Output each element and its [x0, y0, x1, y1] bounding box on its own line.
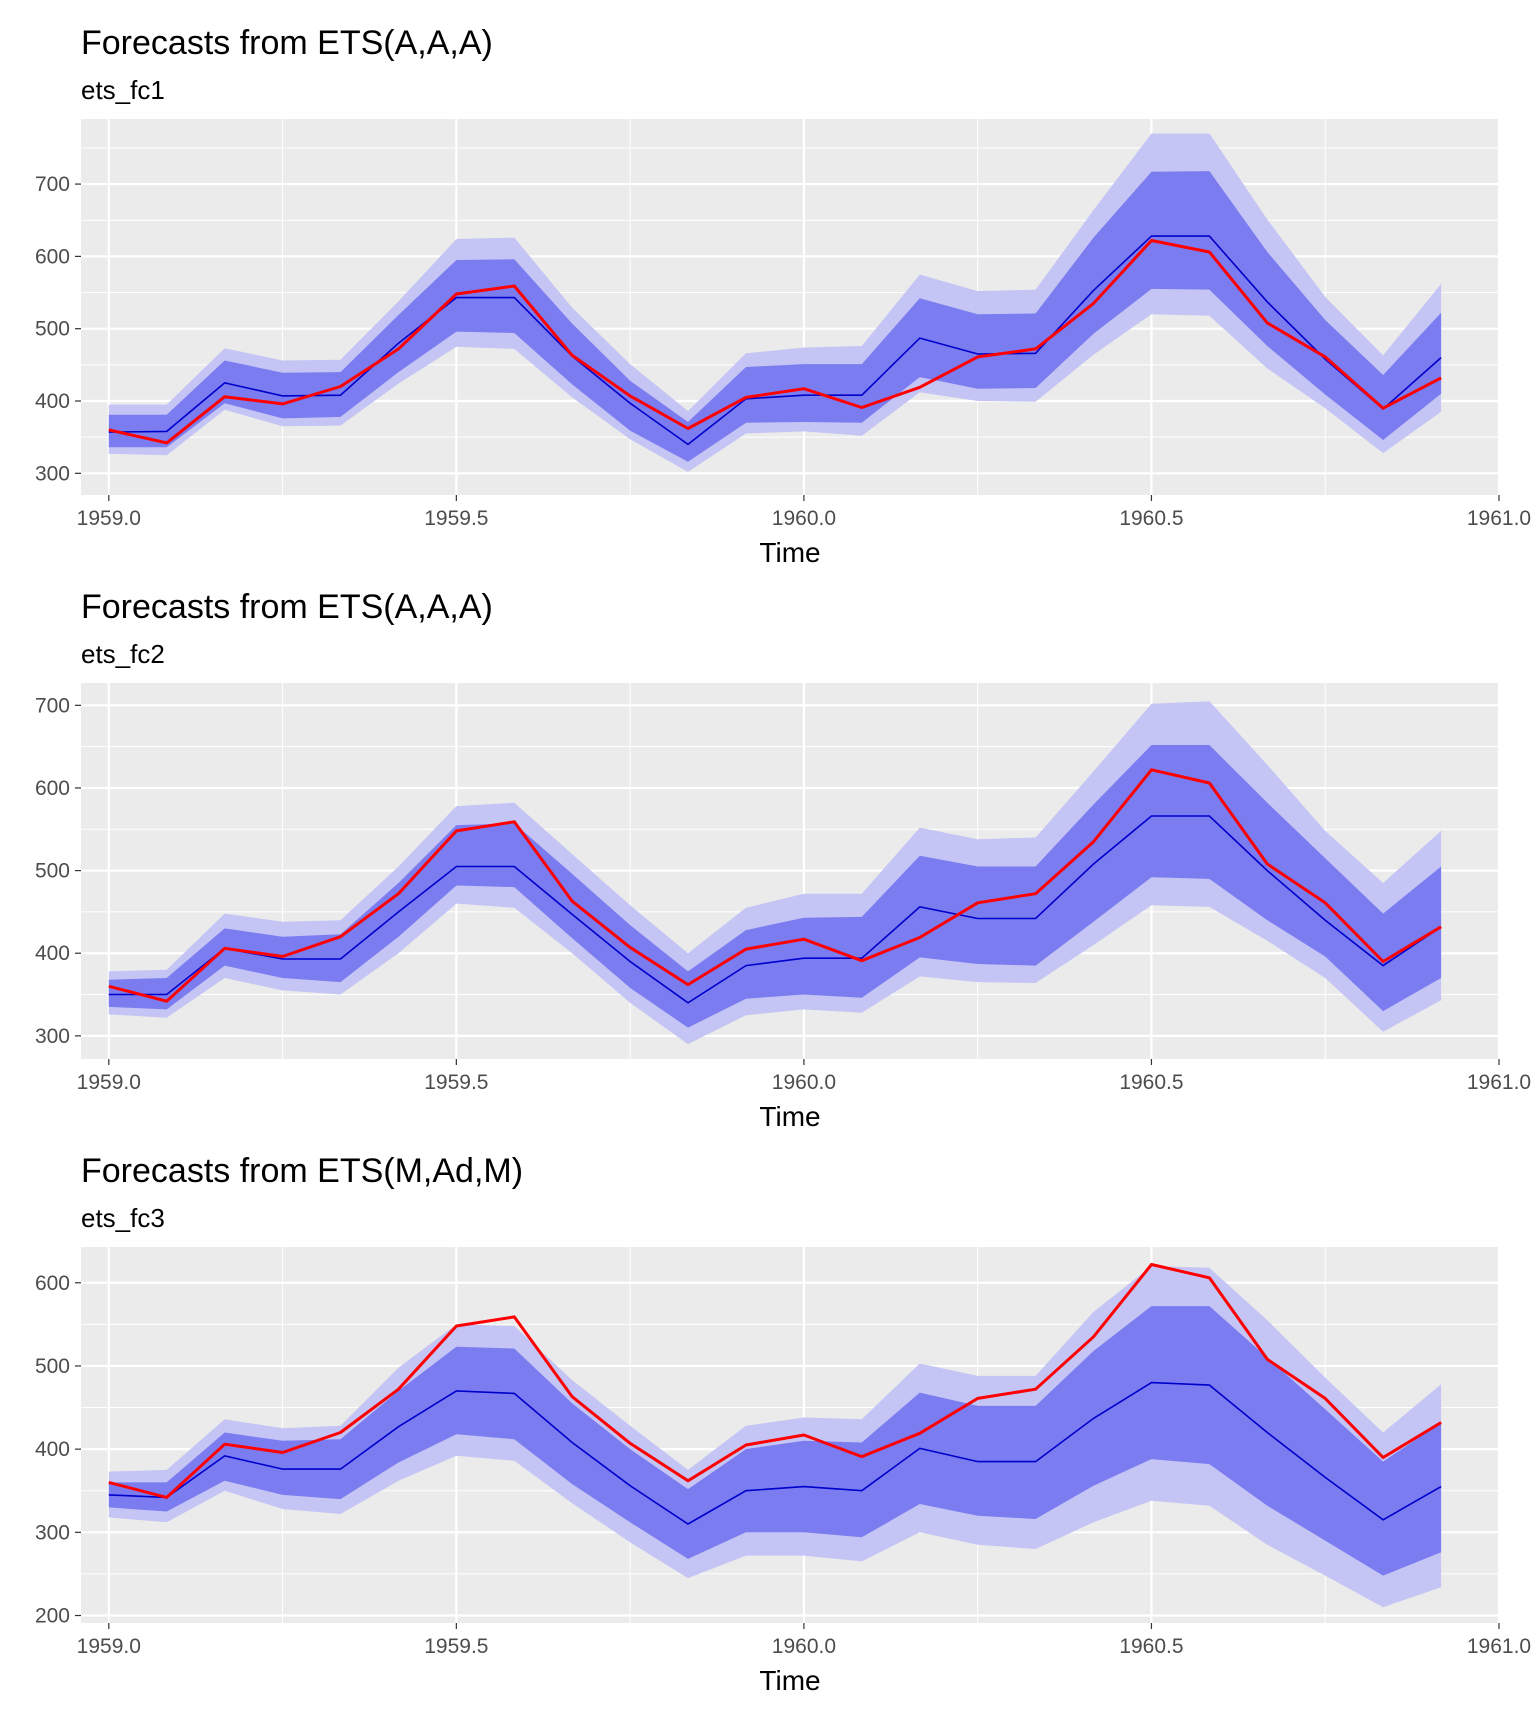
- x-tick-label: 1961.0: [1467, 1635, 1531, 1658]
- x-axis-label: Time: [759, 537, 820, 564]
- y-tick-label: 400: [35, 1438, 70, 1461]
- plot-area: 200 300 400 500 600 1959.0 1959.5 1960.0 1960.5 1…: [35, 1247, 1531, 1696]
- y-tick-label: 500: [35, 318, 70, 341]
- y-tick-label: 300: [35, 462, 70, 485]
- y-tick-label: 600: [35, 1272, 70, 1295]
- y-tick-label: 500: [35, 860, 70, 883]
- chart-panel-1: Forecasts from ETS(A,A,A) ets_fc1 300 400…: [0, 0, 1536, 564]
- chart-subtitle: ets_fc2: [81, 639, 165, 669]
- x-tick-label: 1959.0: [77, 1071, 141, 1094]
- axes: 300 400 500 600 700 1959.0 1959.5 1960.0 1960.5 1…: [35, 173, 1531, 564]
- x-tick-label: 1960.5: [1119, 1635, 1183, 1658]
- forecast-line: [108, 815, 1442, 1004]
- x-tick-label: 1961.0: [1467, 507, 1531, 530]
- x-tick-label: 1959.5: [424, 1635, 488, 1658]
- prediction-interval-80-band: [108, 745, 1442, 1028]
- chart-title: Forecasts from ETS(M,Ad,M): [81, 1152, 524, 1190]
- y-tick-label: 300: [35, 1521, 70, 1544]
- y-tick-label: 300: [35, 1025, 70, 1048]
- plot-area: 300 400 500 600 700 1959.0 1959.5 1960.0 1960.5 1…: [35, 119, 1531, 564]
- x-tick-label: 1960.5: [1119, 1071, 1183, 1094]
- prediction-interval-95-band: [108, 701, 1442, 1045]
- chart-panel-3: Forecasts from ETS(M,Ad,M) ets_fc3 200 30…: [0, 1128, 1536, 1728]
- y-tick-label: 700: [35, 694, 70, 717]
- y-tick-label: 600: [35, 777, 70, 800]
- x-tick-label: 1960.5: [1119, 507, 1183, 530]
- prediction-interval-80-band: [108, 171, 1442, 462]
- actual-line: [108, 239, 1442, 445]
- x-tick-label: 1960.0: [772, 1071, 836, 1094]
- axes: 300 400 500 600 700 1959.0 1959.5 1960.0 1960.5 1…: [35, 694, 1531, 1128]
- chart-subtitle: ets_fc1: [81, 75, 165, 105]
- y-tick-label: 400: [35, 390, 70, 413]
- x-tick-label: 1960.0: [772, 507, 836, 530]
- x-axis-label: Time: [759, 1665, 820, 1696]
- y-tick-label: 700: [35, 173, 70, 196]
- chart-title: Forecasts from ETS(A,A,A): [81, 24, 493, 62]
- chart-panel-2: Forecasts from ETS(A,A,A) ets_fc2 300 400…: [0, 564, 1536, 1128]
- x-tick-label: 1960.0: [772, 1635, 836, 1658]
- chart-title: Forecasts from ETS(A,A,A): [81, 588, 493, 626]
- y-tick-label: 200: [35, 1605, 70, 1628]
- prediction-interval-80-band: [108, 1306, 1442, 1576]
- y-tick-label: 400: [35, 942, 70, 965]
- y-tick-label: 600: [35, 245, 70, 268]
- actual-line: [108, 1263, 1442, 1499]
- y-tick-label: 500: [35, 1355, 70, 1378]
- prediction-interval-95-band: [108, 133, 1442, 472]
- forecast-line: [108, 1381, 1442, 1525]
- plot-area: 300 400 500 600 700 1959.0 1959.5 1960.0 1960.5 1…: [35, 683, 1531, 1128]
- chart-subtitle: ets_fc3: [81, 1203, 165, 1233]
- x-tick-label: 1959.5: [424, 507, 488, 530]
- x-tick-label: 1959.0: [77, 1635, 141, 1658]
- actual-line: [108, 768, 1442, 1003]
- axes: 200 300 400 500 600 1959.0 1959.5 1960.0 1960.5 1…: [35, 1272, 1531, 1696]
- x-tick-label: 1959.5: [424, 1071, 488, 1094]
- x-tick-label: 1961.0: [1467, 1071, 1531, 1094]
- x-tick-label: 1959.0: [77, 507, 141, 530]
- forecast-line: [108, 235, 1442, 446]
- x-axis-label: Time: [759, 1101, 820, 1128]
